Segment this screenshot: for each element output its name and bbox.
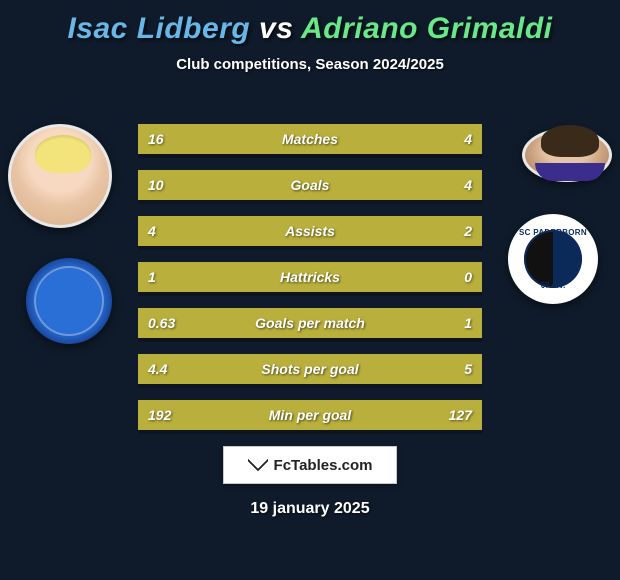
stat-label: Assists [285,223,335,239]
club2-inner-icon [524,230,582,288]
stat-row: 0.63 1 Goals per match [138,308,482,338]
stat-value-left: 192 [148,407,171,423]
page-title: Isac Lidberg vs Adriano Grimaldi [0,12,620,46]
player1-avatar [8,124,112,228]
vs-text: vs [259,12,293,45]
subtitle: Club competitions, Season 2024/2025 [0,56,620,73]
brand-logo-icon [248,457,268,473]
stat-value-right: 4 [464,177,472,193]
stat-label: Goals [291,177,330,193]
stat-label: Hattricks [280,269,340,285]
stat-value-left: 16 [148,131,164,147]
player2-name: Adriano Grimaldi [301,12,552,45]
stat-fill-left [138,170,382,200]
stats-bars: 164Matches104Goals42Assists10Hattricks0.… [138,124,482,446]
player1-club-logo [26,258,112,344]
stat-label: Goals per match [255,315,365,331]
stat-value-left: 4 [148,223,156,239]
stat-value-left: 4.4 [148,361,167,377]
stat-value-right: 1 [464,315,472,331]
player2-club-logo: SC PADERBORN 07 e.V. [508,214,598,304]
stat-value-left: 1 [148,269,156,285]
stat-label: Shots per goal [261,361,358,377]
stat-value-left: 0.63 [148,315,175,331]
stat-fill-left [138,124,413,154]
stat-value-right: 2 [464,223,472,239]
stat-row: 10 4 Goals [138,170,482,200]
stat-value-right: 0 [464,269,472,285]
brand-text: FcTables.com [274,457,373,474]
player1-name: Isac Lidberg [67,12,250,45]
stat-row: 1 0 Hattricks [138,262,482,292]
date-text: 19 january 2025 [250,500,369,518]
stat-row: 16 4 Matches [138,124,482,154]
club2-label-bottom: 07 e.V. [541,281,566,290]
stat-value-right: 4 [464,131,472,147]
brand-badge: FcTables.com [223,446,397,484]
container: Isac Lidberg vs Adriano Grimaldi Club co… [0,0,620,580]
stat-value-right: 5 [464,361,472,377]
player2-avatar [522,128,612,182]
stat-value-left: 10 [148,177,164,193]
stat-label: Min per goal [269,407,351,423]
stat-label: Matches [282,131,338,147]
stat-row: 192 127 Min per goal [138,400,482,430]
stat-row: 4 2 Assists [138,216,482,246]
stat-row: 4.4 5 Shots per goal [138,354,482,384]
stat-value-right: 127 [449,407,472,423]
